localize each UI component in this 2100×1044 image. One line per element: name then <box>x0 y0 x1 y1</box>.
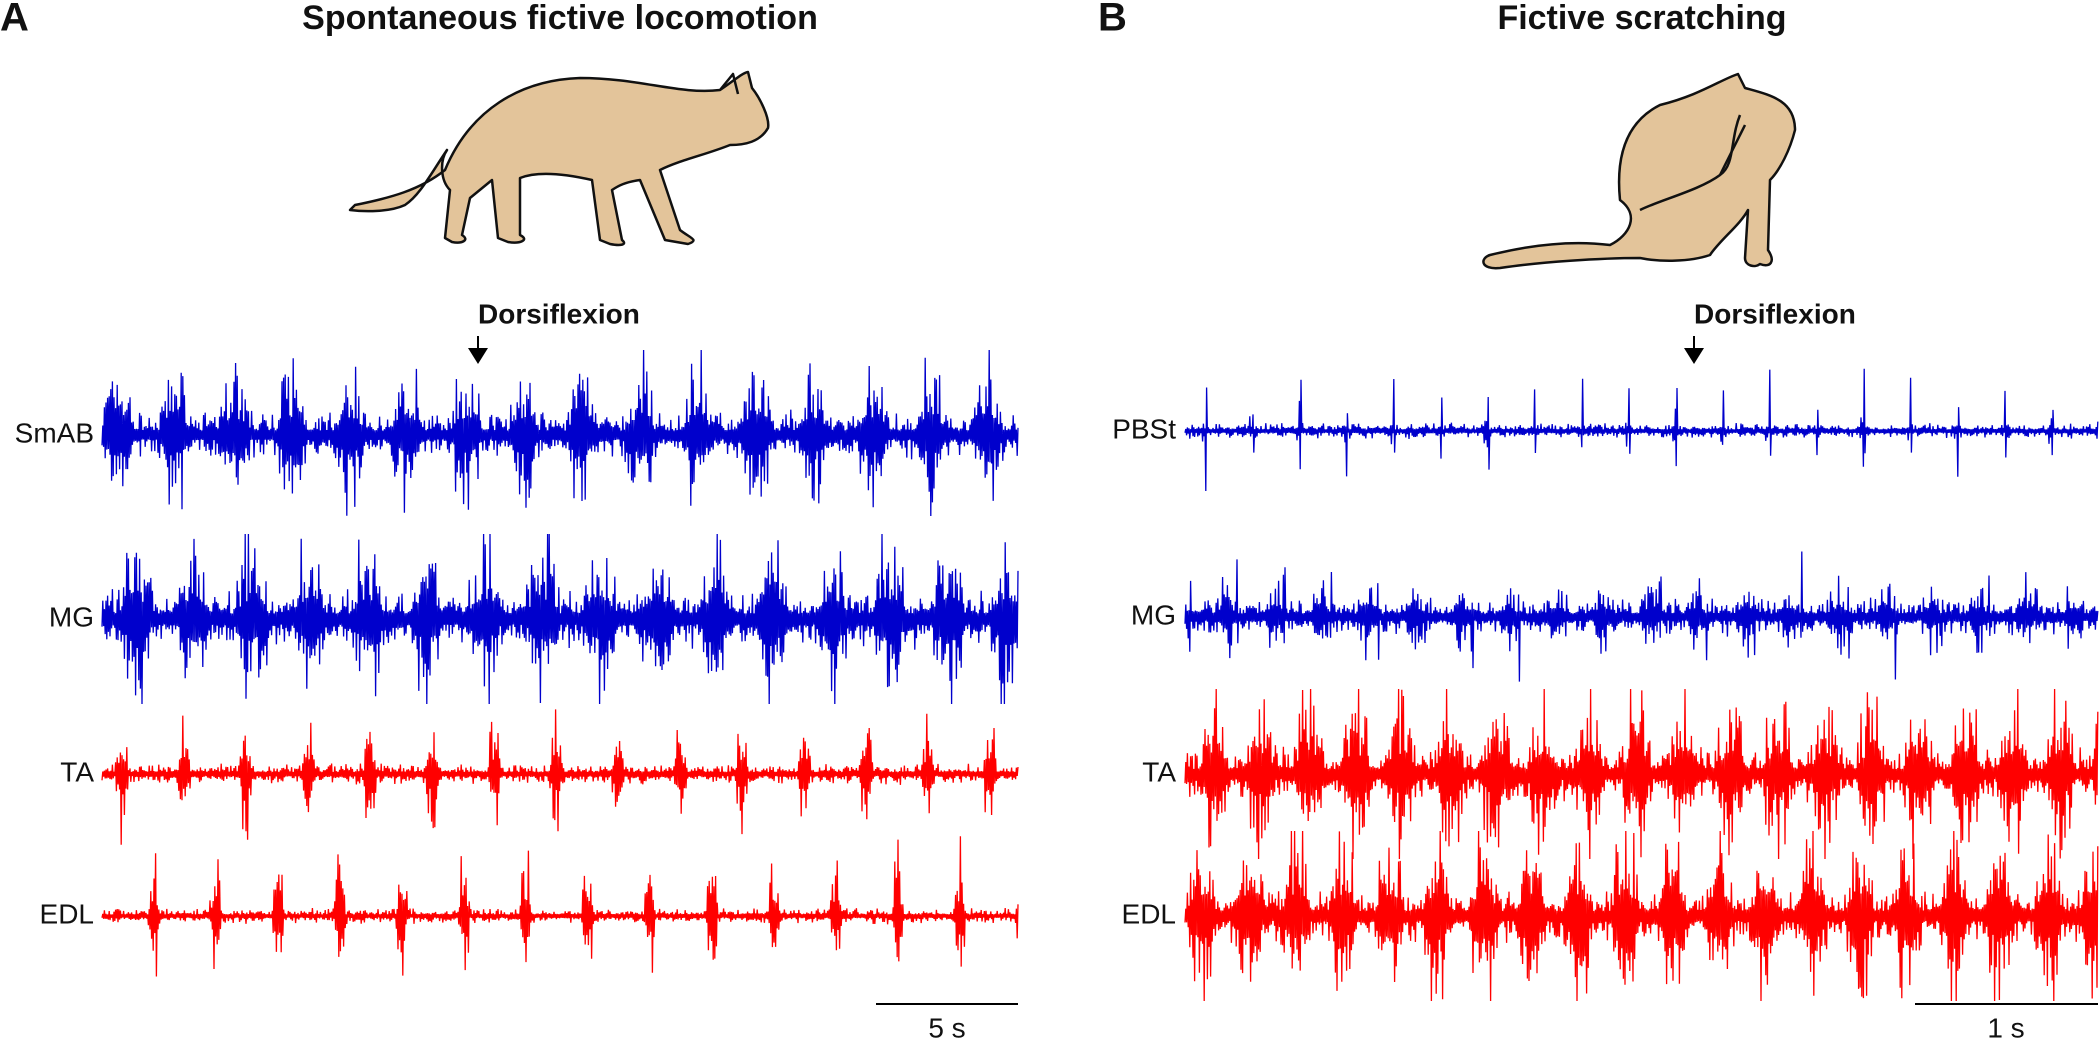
arrow-head <box>468 348 488 364</box>
panel-letter: A <box>0 0 29 40</box>
trace-label: PBSt <box>1112 413 1176 444</box>
emg-trace <box>1184 551 2099 682</box>
trace-label: EDL <box>40 898 94 929</box>
annotation: Dorsiflexion <box>478 298 640 329</box>
panel-title: Spontaneous fictive locomotion <box>302 0 818 37</box>
trace-label: SmAB <box>15 417 94 448</box>
scale-bar-label: 5 s <box>928 1012 965 1043</box>
emg-trace <box>101 709 1019 845</box>
trace-label: TA <box>1142 756 1176 787</box>
trace-label: MG <box>49 601 94 632</box>
emg-trace <box>1184 688 2099 860</box>
emg-trace <box>1184 830 2099 1002</box>
panel-letter: B <box>1098 0 1127 40</box>
emg-trace <box>101 349 1019 517</box>
panel-title: Fictive scratching <box>1497 0 1786 37</box>
emg-trace <box>101 533 1019 705</box>
walking-cat <box>348 70 770 247</box>
emg-trace <box>1184 368 2099 492</box>
trace-label: MG <box>1131 599 1176 630</box>
emg-trace <box>101 836 1019 977</box>
trace-label: TA <box>60 756 94 787</box>
trace-label: EDL <box>1122 898 1176 929</box>
scratching-cat <box>1482 72 1797 270</box>
scale-bar-label: 1 s <box>1987 1012 2024 1043</box>
arrow-head <box>1684 348 1704 364</box>
annotation: Dorsiflexion <box>1694 298 1856 329</box>
